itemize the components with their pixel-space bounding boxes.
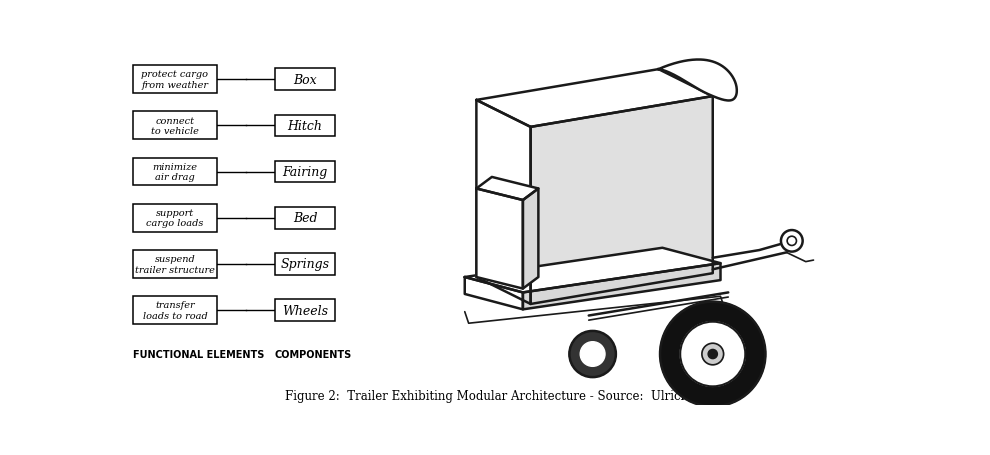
Text: FUNCTIONAL ELEMENTS: FUNCTIONAL ELEMENTS — [133, 349, 264, 359]
Circle shape — [708, 349, 718, 359]
Bar — [133, 251, 217, 278]
Text: Box: Box — [293, 73, 317, 86]
Polygon shape — [476, 177, 539, 201]
Polygon shape — [464, 278, 523, 310]
Bar — [275, 300, 336, 321]
Polygon shape — [523, 263, 721, 310]
Polygon shape — [464, 248, 721, 293]
Circle shape — [580, 342, 605, 367]
Text: Fairing: Fairing — [282, 166, 328, 179]
Text: COMPONENTS: COMPONENTS — [275, 349, 352, 359]
Text: Hitch: Hitch — [288, 120, 323, 132]
Circle shape — [702, 344, 724, 365]
Polygon shape — [476, 101, 531, 304]
Text: connect
to vehicle: connect to vehicle — [150, 116, 199, 136]
Bar — [133, 158, 217, 186]
Circle shape — [660, 302, 765, 406]
Bar — [133, 297, 217, 324]
Text: support
cargo loads: support cargo loads — [147, 208, 204, 228]
Bar — [275, 207, 336, 229]
Text: transfer
loads to road: transfer loads to road — [143, 301, 207, 320]
Bar — [133, 66, 217, 94]
Polygon shape — [523, 189, 539, 289]
Polygon shape — [476, 70, 713, 127]
Polygon shape — [658, 61, 737, 101]
Text: Wheels: Wheels — [282, 304, 328, 317]
Text: minimize
air drag: minimize air drag — [152, 162, 197, 182]
Text: suspend
trailer structure: suspend trailer structure — [135, 255, 215, 274]
Text: Bed: Bed — [293, 212, 318, 225]
Polygon shape — [476, 189, 523, 289]
Bar — [275, 115, 336, 137]
Text: Figure 2:  Trailer Exhibiting Modular Architecture - Source:  Ulrich,  1995: Figure 2: Trailer Exhibiting Modular Arc… — [285, 389, 730, 402]
Circle shape — [680, 322, 745, 386]
Circle shape — [781, 231, 803, 252]
Polygon shape — [531, 97, 713, 304]
Bar — [275, 253, 336, 275]
Text: protect cargo
from weather: protect cargo from weather — [142, 70, 209, 90]
Circle shape — [569, 331, 616, 377]
Text: Springs: Springs — [280, 258, 330, 271]
Bar — [275, 162, 336, 183]
Bar — [133, 204, 217, 232]
Bar — [133, 112, 217, 140]
Bar — [275, 69, 336, 91]
